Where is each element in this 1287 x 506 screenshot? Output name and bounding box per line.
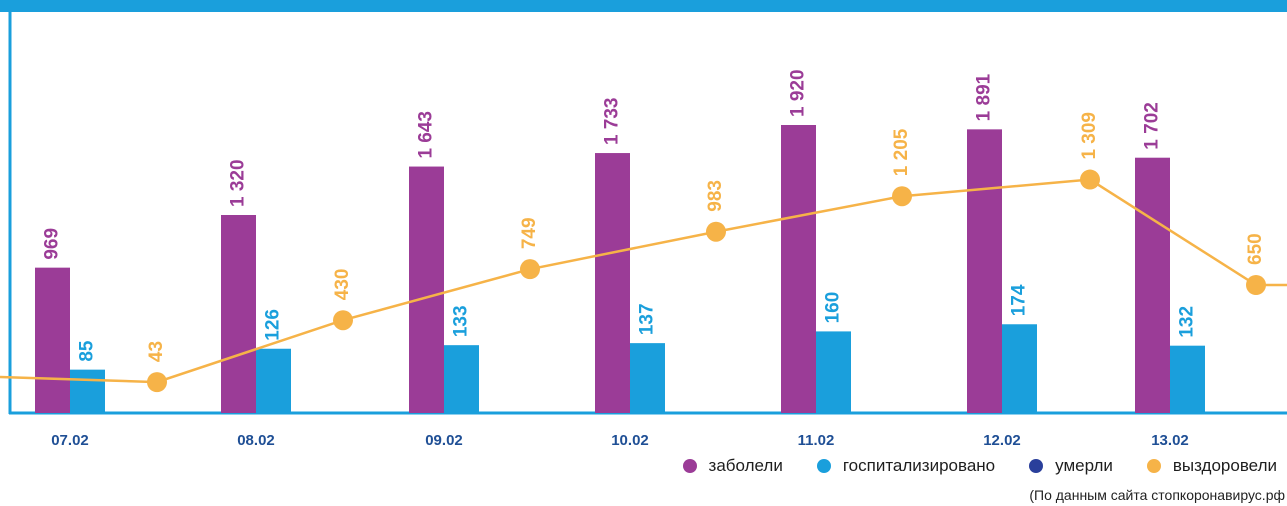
recovered-point-10.02 bbox=[706, 221, 726, 242]
legend-item-recovered: выздоровели bbox=[1146, 456, 1277, 476]
bar-hospitalized-13.02 bbox=[1170, 345, 1205, 413]
legend: заболели госпитализировано умерли выздор… bbox=[682, 456, 1277, 476]
bar-hospitalized-08.02 bbox=[256, 348, 291, 413]
data-label-recovered-07.02: 43 bbox=[146, 341, 167, 362]
recovered-point-09.02 bbox=[520, 259, 540, 280]
data-label-sick-11.02: 1 920 bbox=[788, 69, 809, 117]
data-labels-group: 969 85 1 320 126 1 643 133 1 733 137 1 920 160 1 8… bbox=[42, 69, 1267, 362]
legend-label-died: умерли bbox=[1055, 456, 1113, 475]
bar-sick-12.02 bbox=[967, 129, 1002, 413]
legend-dot-died bbox=[1029, 459, 1044, 473]
data-label-recovered-10.02: 983 bbox=[705, 180, 726, 212]
bar-sick-08.02 bbox=[221, 215, 256, 413]
recovered-point-13.02 bbox=[1246, 275, 1266, 295]
data-label-sick-13.02: 1 702 bbox=[1142, 102, 1163, 150]
legend-item-died: умерли bbox=[1029, 456, 1113, 476]
x-tick-label-11.02: 11.02 bbox=[798, 432, 835, 449]
data-label-recovered-08.02: 430 bbox=[332, 268, 353, 300]
bar-sick-11.02 bbox=[781, 125, 816, 413]
recovered-point-07.02 bbox=[147, 372, 167, 393]
source-note: (По данным сайта стопкоронавирус.рф bbox=[1029, 487, 1285, 503]
data-label-sick-07.02: 969 bbox=[42, 228, 63, 260]
data-label-hospitalized-08.02: 126 bbox=[263, 309, 284, 341]
data-label-sick-10.02: 1 733 bbox=[602, 98, 623, 146]
legend-dot-hospitalized bbox=[816, 459, 831, 473]
data-label-hospitalized-12.02: 174 bbox=[1009, 284, 1030, 316]
x-axis: 07.02 08.02 09.02 10.02 11.02 12.02 13.02 bbox=[51, 432, 1189, 449]
recovered-line-group bbox=[0, 169, 1287, 393]
legend-label-hospitalized: госпитализировано bbox=[842, 456, 996, 475]
bar-hospitalized-12.02 bbox=[1002, 324, 1037, 413]
x-tick-label-09.02: 09.02 bbox=[425, 432, 463, 449]
x-tick-label-12.02: 12.02 bbox=[983, 432, 1021, 449]
recovered-point-11.02 bbox=[892, 186, 912, 207]
legend-item-hospitalized: госпитализировано bbox=[816, 456, 996, 476]
bar-sick-09.02 bbox=[409, 166, 444, 413]
data-label-sick-12.02: 1 891 bbox=[974, 73, 995, 121]
data-label-recovered-13.02: 650 bbox=[1245, 233, 1266, 265]
data-label-recovered-11.02: 1 205 bbox=[891, 128, 912, 176]
data-label-sick-09.02: 1 643 bbox=[416, 111, 437, 159]
legend-label-recovered: выздоровели bbox=[1172, 456, 1277, 475]
x-tick-label-10.02: 10.02 bbox=[611, 432, 649, 449]
data-label-hospitalized-11.02: 160 bbox=[823, 292, 844, 324]
bar-hospitalized-10.02 bbox=[630, 343, 665, 413]
top-banner-band bbox=[0, 0, 1287, 12]
data-label-hospitalized-10.02: 137 bbox=[637, 303, 658, 335]
bar-sick-13.02 bbox=[1135, 157, 1170, 413]
bar-sick-10.02 bbox=[595, 153, 630, 414]
legend-item-sick: заболели bbox=[682, 456, 783, 476]
recovered-point-12.02 bbox=[1080, 169, 1100, 190]
data-label-recovered-12.02: 1 309 bbox=[1079, 112, 1100, 160]
bar-hospitalized-07.02 bbox=[70, 369, 105, 413]
x-tick-label-07.02: 07.02 bbox=[51, 432, 89, 449]
recovered-point-08.02 bbox=[333, 310, 353, 331]
data-label-recovered-09.02: 749 bbox=[519, 217, 540, 249]
bar-hospitalized-11.02 bbox=[816, 331, 851, 413]
data-label-hospitalized-13.02: 132 bbox=[1177, 306, 1198, 338]
legend-label-sick: заболели bbox=[708, 456, 783, 475]
legend-dot-recovered bbox=[1146, 459, 1161, 473]
data-label-hospitalized-09.02: 133 bbox=[451, 305, 472, 337]
bar-sick-07.02 bbox=[35, 267, 70, 413]
x-tick-label-13.02: 13.02 bbox=[1151, 432, 1189, 449]
bar-hospitalized-09.02 bbox=[444, 345, 479, 413]
data-label-hospitalized-07.02: 85 bbox=[77, 340, 98, 362]
bar-series-group bbox=[35, 125, 1205, 414]
data-label-sick-08.02: 1 320 bbox=[228, 159, 249, 207]
legend-dot-sick bbox=[682, 459, 697, 473]
x-tick-label-08.02: 08.02 bbox=[237, 432, 275, 449]
